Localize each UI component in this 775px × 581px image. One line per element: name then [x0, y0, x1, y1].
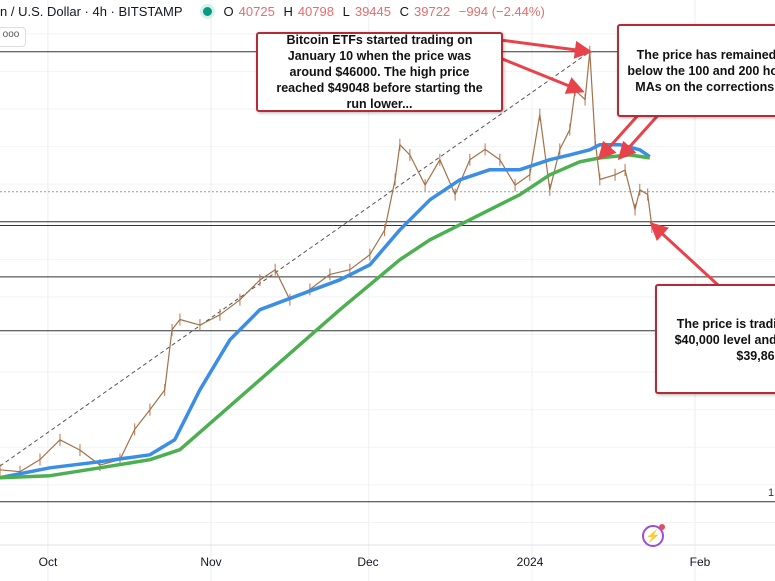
- low-value: 39445: [354, 4, 391, 19]
- high-value: 40798: [297, 4, 334, 19]
- annotation-arrow: [499, 38, 593, 59]
- etf-annotation-text: Bitcoin ETFs started trading on January …: [276, 33, 483, 111]
- annotation-arrow: [617, 111, 662, 161]
- x-tick-2024: 2024: [516, 555, 544, 569]
- ma-annotation-text: The price has remained below the 100 and…: [627, 47, 775, 94]
- x-tick-nov: Nov: [200, 555, 222, 569]
- x-tick-feb: Feb: [689, 555, 711, 569]
- etf-annotation[interactable]: Bitcoin ETFs started trading on January …: [256, 32, 503, 112]
- lightning-icon[interactable]: ⚡: [642, 524, 665, 547]
- more-indicators-button[interactable]: ooo: [0, 27, 26, 47]
- low-label: L: [342, 4, 350, 19]
- open-value: 40725: [238, 4, 275, 19]
- ma100-line: [0, 142, 651, 480]
- close-label: C: [399, 4, 410, 19]
- price-level-annotation[interactable]: The price is trading $40,000 level and t…: [655, 284, 775, 394]
- close-value: 39722: [414, 4, 451, 19]
- annotation-arrow: [597, 111, 642, 161]
- price-axis-label-partial: 1: [768, 487, 775, 499]
- symbol-title[interactable]: n / U.S. Dollar · 4h · BITSTAMP: [0, 4, 183, 19]
- annotation-arrow: [649, 222, 720, 287]
- horizontal-levels: [0, 51, 775, 503]
- x-tick-oct: Oct: [38, 555, 58, 569]
- price-level-annotation-text: The price is trading $40,000 level and t…: [674, 317, 775, 363]
- open-label: O: [223, 4, 234, 19]
- annotation-arrows: [499, 38, 720, 287]
- price-line: [0, 51, 653, 473]
- ohlc-values: O 40725 H 40798 L 39445 C 39722 −994 (−2.44%…: [224, 4, 545, 19]
- ma-annotation[interactable]: The price has remained below the 100 and…: [617, 24, 775, 117]
- high-label: H: [283, 4, 293, 19]
- change-value: −994 (−2.44%): [458, 4, 545, 19]
- ma200-line: [0, 153, 651, 480]
- annotation-arrow: [499, 56, 585, 94]
- market-status-dot: [202, 7, 212, 16]
- x-tick-dec: Dec: [357, 555, 379, 569]
- dashed-trendline: [0, 51, 591, 467]
- legend-header: n / U.S. Dollar · 4h · BITSTAMP O 40725 H…: [0, 4, 545, 19]
